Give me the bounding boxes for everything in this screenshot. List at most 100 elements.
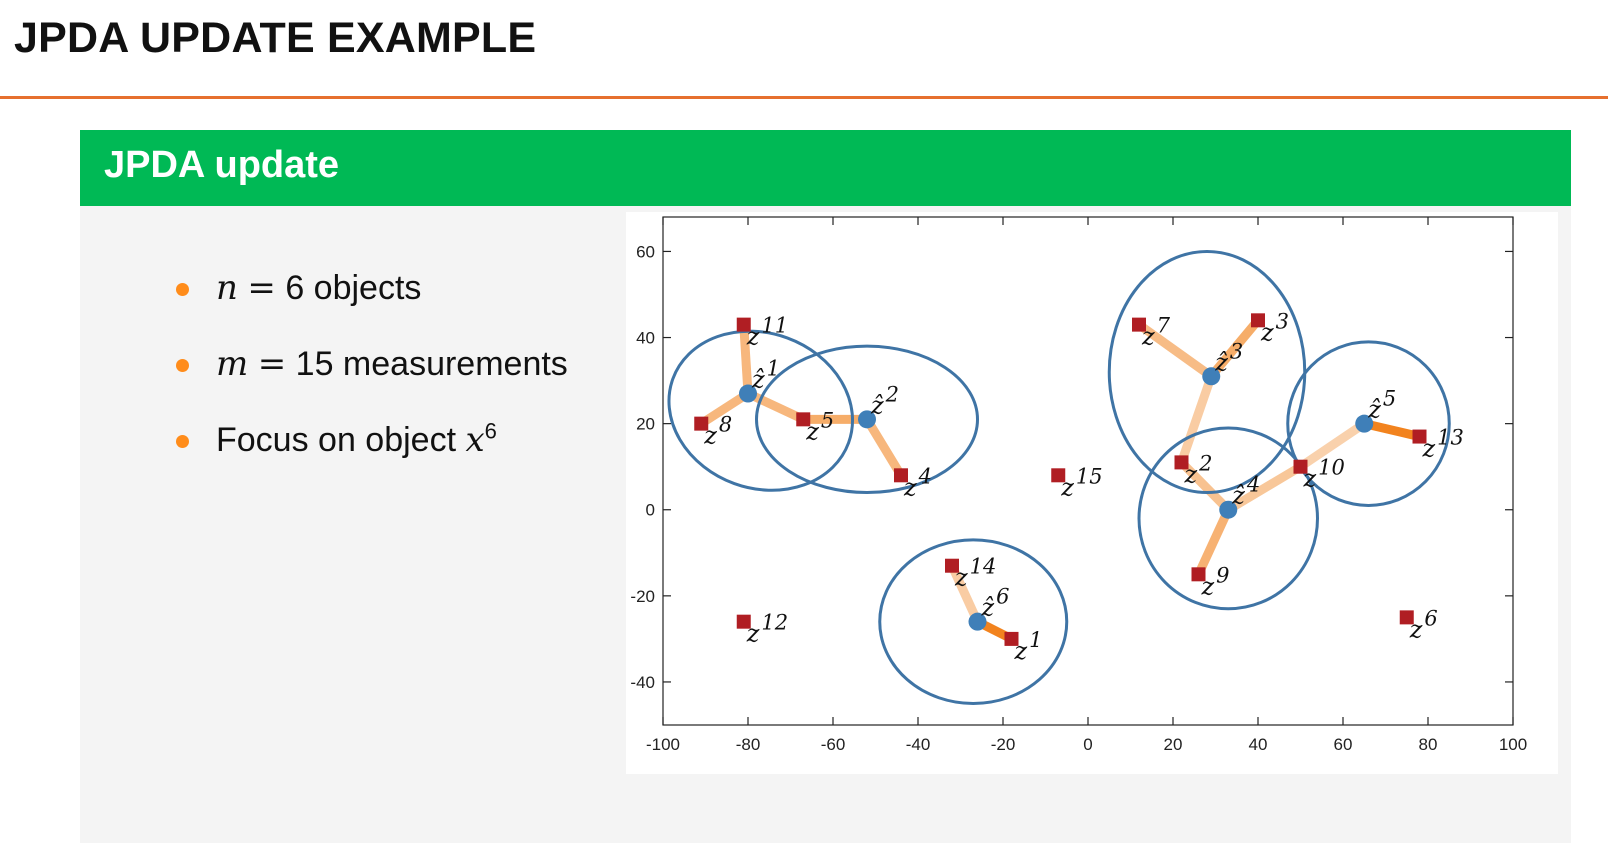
x-tick-label: 40 (1249, 735, 1268, 754)
gating-ellipse-6 (878, 538, 1069, 705)
association-line-5-10 (1297, 419, 1367, 471)
jpda-plot: z1 z2 z3 z4 z5 z6 z7 z8 z9 z10 z11 z12 z13 z14 z15 ẑ1 ẑ2… (626, 212, 1558, 774)
measurement-index: 13 (1437, 426, 1464, 450)
math-variable: x (465, 420, 485, 460)
measurement-8 (694, 416, 709, 431)
measurement-3 (1251, 313, 1265, 328)
math-variable: n (216, 268, 238, 308)
x-tick-label: 100 (1499, 735, 1527, 754)
bullet-value: 6 (285, 269, 305, 307)
object-5 (1355, 414, 1374, 433)
measurement-2 (1174, 455, 1189, 470)
association-line-1-8 (698, 389, 751, 428)
measurement-index: 9 (1216, 563, 1229, 587)
measurement-10 (1293, 459, 1308, 474)
measurement-15 (1051, 468, 1066, 483)
measurement-4 (894, 468, 908, 483)
measurement-index: 12 (761, 611, 788, 635)
object-2 (858, 410, 876, 429)
measurement-5 (796, 412, 811, 427)
measurement-14 (945, 558, 959, 573)
measurement-7 (1132, 317, 1146, 332)
bullet-dot-icon (176, 283, 189, 296)
x-tick-label: 0 (1083, 735, 1092, 754)
bullet-text: objects (304, 269, 422, 307)
association-line-4-9 (1194, 507, 1233, 577)
math-operator: = (257, 344, 287, 384)
object-label-6: ẑ6 (981, 585, 1010, 622)
association-line-1-11 (739, 324, 753, 394)
object-3 (1202, 367, 1221, 386)
y-tick-label: 60 (636, 242, 655, 261)
measurement-label-14: z14 (954, 555, 996, 592)
object-index: 3 (1230, 339, 1243, 363)
measurement-index: 10 (1318, 456, 1345, 480)
bullet-text: measurements (333, 345, 568, 383)
block-body: n = 6 objects m = 15 measurements Focus … (80, 206, 1571, 843)
x-tick-label: -40 (906, 735, 931, 754)
math-variable: m (216, 344, 249, 384)
bullet-item-objects: n = 6 objects (176, 262, 596, 314)
gating-ellipse-2 (755, 344, 979, 495)
bullet-dot-icon (176, 435, 189, 448)
title-divider (0, 96, 1608, 99)
x-tick-label: 20 (1164, 735, 1183, 754)
measurement-index: 8 (719, 413, 732, 437)
association-line-3-3 (1207, 317, 1262, 380)
measurement-label-12: z12 (746, 611, 788, 648)
object-4 (1219, 500, 1238, 519)
measurement-12 (736, 614, 751, 629)
x-tick-label: -80 (736, 735, 761, 754)
object-label-2: ẑ2 (870, 382, 899, 419)
measurement-index: 11 (761, 314, 788, 338)
association-line-4-2 (1178, 459, 1232, 513)
measurement-index: 5 (821, 408, 834, 432)
math-operator: = (247, 268, 276, 308)
object-index: 6 (996, 585, 1009, 609)
association-line-1-5 (746, 389, 806, 424)
x-tick-label: -20 (991, 735, 1016, 754)
measurement-6 (1399, 610, 1414, 625)
gating-ellipse-4 (1137, 426, 1319, 611)
object-index: 2 (885, 382, 899, 406)
y-tick-label: -20 (630, 587, 655, 606)
gating-ellipse-1 (667, 329, 855, 492)
y-tick-label: 20 (636, 415, 655, 434)
measurement-index: 3 (1276, 309, 1289, 333)
object-6 (968, 612, 987, 631)
association-line-6-14 (947, 563, 982, 624)
bullet-value: 15 (295, 345, 334, 383)
measurement-index: 7 (1157, 314, 1171, 338)
x-tick-label: -100 (646, 735, 680, 754)
measurement-index: 15 (1076, 464, 1103, 488)
slide-title: JPDA UPDATE EXAMPLE (14, 14, 537, 62)
association-line-4-10 (1225, 462, 1303, 514)
y-tick-label: 0 (646, 501, 655, 520)
measurement-11 (736, 317, 751, 332)
measurement-index: 14 (970, 555, 997, 579)
association-line-5-13 (1363, 419, 1421, 441)
object-index: 4 (1246, 473, 1260, 497)
bullet-item-measurements: m = 15 measurements (176, 338, 596, 390)
bullet-item-focus: Focus on object x6 (176, 414, 596, 466)
jpda-plot-svg: z1z2z3z4z5z6z7z8z9z10z11z12z13z14z15ẑ1ẑ2… (630, 216, 1527, 754)
x-tick-label: 80 (1419, 735, 1438, 754)
measurement-index: 2 (1198, 451, 1212, 475)
measurement-label-11: z11 (746, 314, 788, 351)
measurement-9 (1191, 567, 1206, 582)
association-line-3-2 (1177, 374, 1216, 464)
measurement-index: 1 (1029, 628, 1042, 652)
point-labels: z1z2z3z4z5z6z7z8z9z10z11z12z13z14z15ẑ1ẑ2… (703, 309, 1464, 665)
y-tick-label: -40 (630, 673, 655, 692)
axes: -100 -80 -60 -40 -20 0 20 40 60 80 100 -40 -20 0 20 40 6… (630, 216, 1527, 754)
gating-ellipse-5 (1286, 340, 1451, 507)
object-label-5: ẑ5 (1367, 387, 1396, 424)
block-title: JPDA update (104, 144, 340, 186)
object-1 (739, 384, 757, 403)
object-index: 1 (767, 357, 780, 381)
bullet-text: Focus on object (216, 421, 466, 459)
measurement-1 (1004, 631, 1019, 646)
x-tick-label: -60 (821, 735, 846, 754)
measurements (694, 313, 1427, 646)
association-lines (698, 317, 1421, 643)
